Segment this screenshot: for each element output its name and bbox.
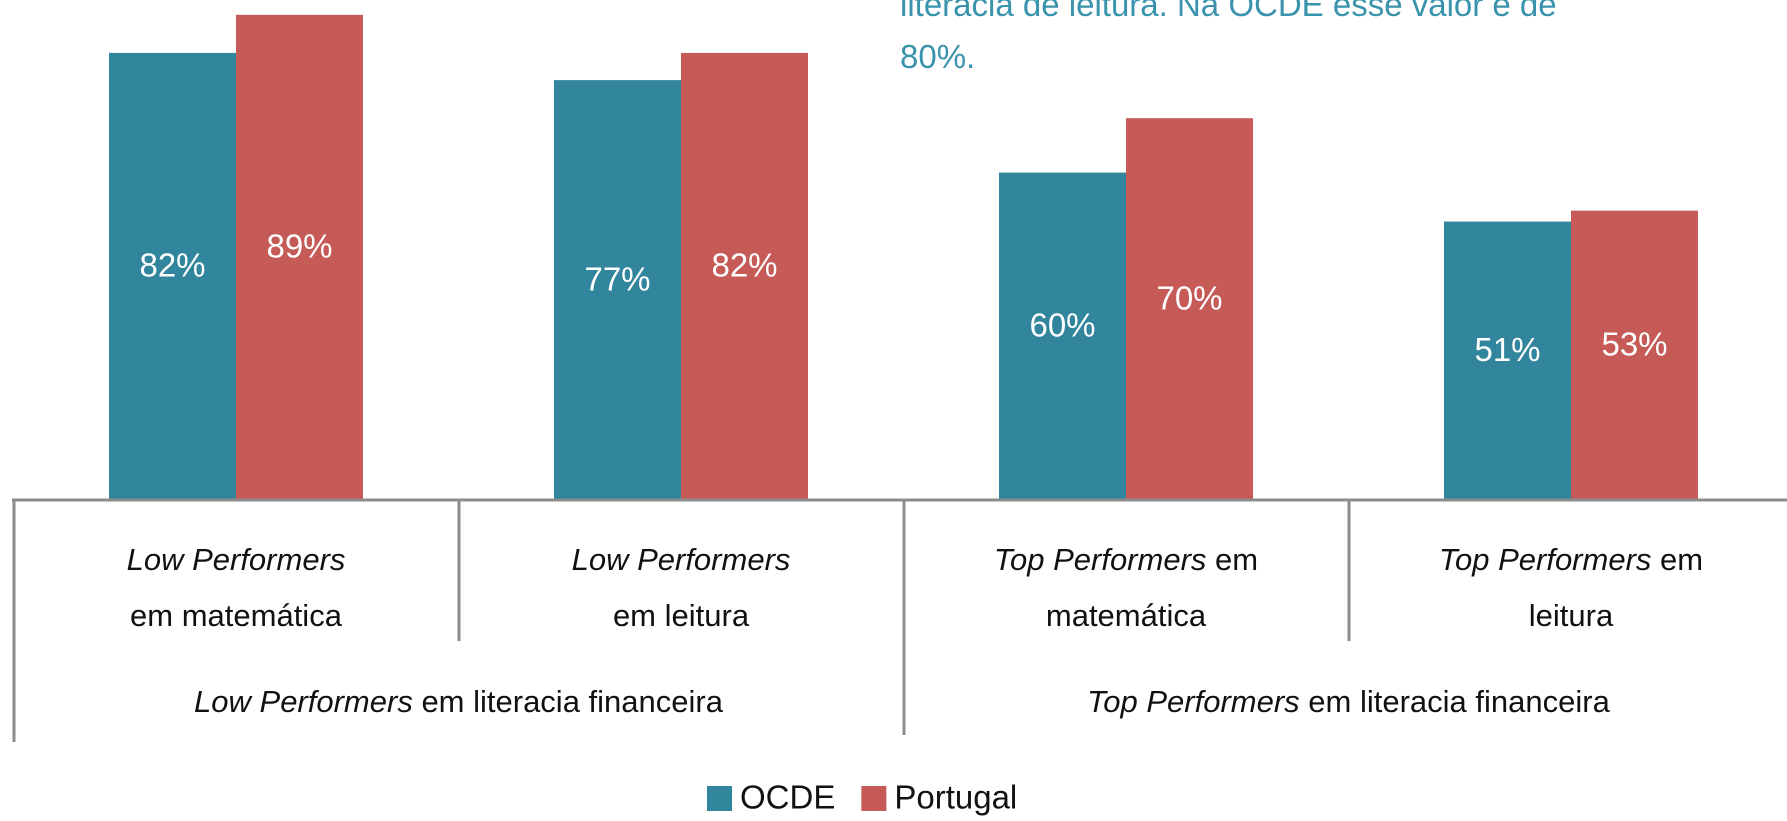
value-label: 77%: [584, 260, 650, 297]
label-part: em literacia financeira: [1299, 684, 1610, 719]
label-part: em literacia financeira: [412, 684, 723, 719]
category-line: em leitura: [572, 588, 791, 644]
bar: [1126, 118, 1253, 499]
label-part: em matemática: [130, 598, 342, 633]
category-line: em matemática: [127, 588, 346, 644]
bar: [236, 14, 363, 500]
label-part: em: [1206, 542, 1259, 577]
label-part: matemática: [1045, 598, 1207, 633]
value-label: 89%: [266, 228, 332, 265]
label-part: em: [1651, 542, 1704, 577]
bar: [681, 52, 808, 500]
value-label: 53%: [1601, 326, 1667, 363]
category-label: Low Performers em matemática: [127, 532, 346, 644]
value-label: 60%: [1029, 307, 1095, 344]
legend-label: OCDE: [740, 779, 835, 816]
annotation: literacia de leitura. Na OCDE esse valor…: [900, 0, 1557, 23]
label-part: Low Performers: [126, 542, 346, 577]
label-part: Top Performers: [1438, 542, 1652, 577]
category-label: Low Performers em leitura: [572, 532, 791, 644]
legend-label: Portugal: [894, 779, 1017, 816]
bar: [554, 80, 681, 500]
category-line: Top Performers em: [1439, 532, 1703, 588]
group-label: Low Performers em literacia financeira: [194, 674, 723, 730]
bar: [1444, 221, 1571, 499]
value-label: 82%: [711, 247, 777, 284]
bar: [1571, 210, 1698, 499]
category-line: matemática: [994, 588, 1258, 644]
value-label: 70%: [1156, 279, 1222, 316]
group-label: Top Performers em literacia financeira: [1087, 674, 1610, 730]
category-line: Low Performers: [127, 532, 346, 588]
category-line: Top Performers em: [994, 532, 1258, 588]
label-part: Low Performers: [194, 684, 413, 719]
category-line: leitura: [1439, 588, 1703, 644]
category-label: Top Performers em matemática: [994, 532, 1258, 644]
bar: [109, 52, 236, 500]
label-part: Top Performers: [993, 542, 1207, 577]
value-label: 82%: [139, 247, 205, 284]
category-line: Low Performers: [572, 532, 791, 588]
label-part: Top Performers: [1087, 684, 1300, 719]
label-part: Low Performers: [571, 542, 791, 577]
label-part: em leitura: [612, 598, 750, 633]
value-label: 51%: [1474, 331, 1540, 368]
legend-swatch: [861, 786, 887, 811]
category-label: Top Performers em leitura: [1439, 532, 1703, 644]
annotation: 80%.: [900, 38, 976, 75]
bar: [999, 172, 1126, 499]
label-part: leitura: [1528, 598, 1614, 633]
legend-swatch: [707, 786, 732, 811]
